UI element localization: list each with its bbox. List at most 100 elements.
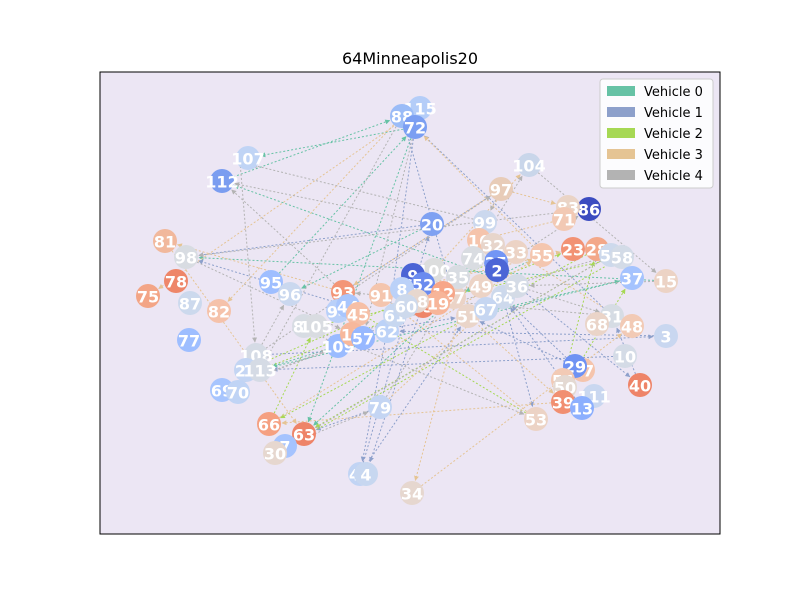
node-label: 104 [512, 157, 545, 176]
node-circle [178, 291, 202, 315]
route-edge [502, 296, 534, 407]
legend-label: Vehicle 1 [644, 106, 703, 121]
node-91: 91 [369, 283, 393, 307]
node-label: 36 [506, 278, 528, 297]
node-115: 115 [403, 96, 437, 120]
legend-swatch [607, 170, 635, 180]
route-edge [379, 175, 523, 408]
node-label: 77 [178, 332, 200, 351]
route-edge [303, 325, 525, 415]
chart-title: 64Minneapolis20 [342, 49, 478, 68]
node-circle [561, 237, 585, 261]
node-4: 4 [354, 462, 378, 486]
node-circle [517, 153, 541, 177]
node-circle [585, 312, 609, 336]
route-edge [307, 126, 416, 423]
node-40: 40 [628, 373, 652, 397]
node-57: 57 [351, 326, 375, 350]
node-71: 71 [552, 207, 576, 231]
node-15: 15 [654, 269, 678, 293]
node-10: 10 [613, 344, 637, 368]
node-68: 68 [585, 312, 609, 336]
node-label: 10 [614, 348, 636, 367]
node-label: 62 [376, 323, 398, 342]
node-label: 55 [531, 247, 553, 266]
node-circle [469, 274, 493, 298]
node-label: 98 [175, 249, 197, 268]
node-78: 78 [164, 269, 188, 293]
node-label: 79 [369, 399, 391, 418]
node-label: 75 [137, 288, 159, 307]
node-63: 63 [292, 422, 316, 446]
node-label: 33 [505, 244, 527, 263]
node-label: 34 [401, 485, 423, 504]
node-label: 30 [264, 445, 286, 464]
route-edge [342, 195, 491, 293]
node-label: 39 [552, 394, 574, 413]
legend-swatch [607, 149, 635, 159]
node-label: 112 [205, 173, 238, 192]
route-edge [301, 223, 433, 289]
node-label: 57 [352, 330, 374, 349]
route-edge [255, 195, 491, 356]
node-circle [613, 344, 637, 368]
node-circle [489, 177, 513, 201]
route-edge [198, 223, 433, 258]
node-48: 48 [620, 314, 644, 338]
node-label: 19 [427, 295, 449, 314]
node-circle [292, 422, 316, 446]
node-97: 97 [489, 177, 513, 201]
route-edge [380, 250, 561, 296]
legend-swatch [607, 86, 635, 96]
node-39: 39 [551, 390, 575, 414]
node-circle [177, 328, 201, 352]
node-20: 20 [420, 212, 444, 236]
node-circle [654, 324, 678, 348]
route-edge [315, 406, 381, 431]
route-edge [284, 411, 369, 447]
node-circle [426, 291, 450, 315]
node-label: 63 [293, 426, 315, 445]
node-label: 45 [347, 306, 369, 325]
node-circle [461, 246, 485, 270]
node-label: 78 [165, 273, 187, 292]
node-circle [346, 302, 370, 326]
node-circle [207, 299, 231, 323]
route-edge [379, 317, 477, 408]
route-edge [401, 115, 452, 285]
node-label: 40 [629, 377, 651, 396]
node-30: 30 [263, 441, 287, 465]
route-edge [564, 288, 626, 388]
route-edge [353, 188, 502, 286]
node-label: 87 [179, 295, 201, 314]
node-45: 45 [346, 302, 370, 326]
route-edge [270, 136, 407, 283]
node-circle [259, 270, 283, 294]
legend-swatch [607, 107, 635, 117]
node-107: 107 [231, 146, 265, 170]
node-105: 105 [299, 314, 333, 338]
node-label: 20 [421, 216, 443, 235]
route-edge [177, 243, 344, 293]
node-86: 86 [577, 197, 601, 221]
node-label: 9 [407, 267, 418, 286]
node-label: 113 [243, 362, 276, 381]
route-edge [245, 256, 505, 371]
node-circle [610, 245, 634, 269]
node-label: 82 [208, 303, 230, 322]
node-label: 107 [231, 150, 264, 169]
route-edge [424, 135, 613, 317]
route-edge [359, 326, 462, 475]
node-label: 51 [457, 308, 479, 327]
node-circle [456, 304, 480, 328]
node-circle [368, 395, 392, 419]
legend: Vehicle 0 Vehicle 1 Vehicle 2 Vehicle 3 Vehi… [599, 78, 714, 189]
node-70: 70 [226, 380, 250, 404]
route-edge [233, 337, 364, 387]
node-circle [403, 115, 427, 139]
node-label: 2 [491, 262, 502, 281]
node-circle [570, 396, 594, 420]
node-circle [654, 269, 678, 293]
legend-label: Vehicle 0 [644, 85, 703, 100]
